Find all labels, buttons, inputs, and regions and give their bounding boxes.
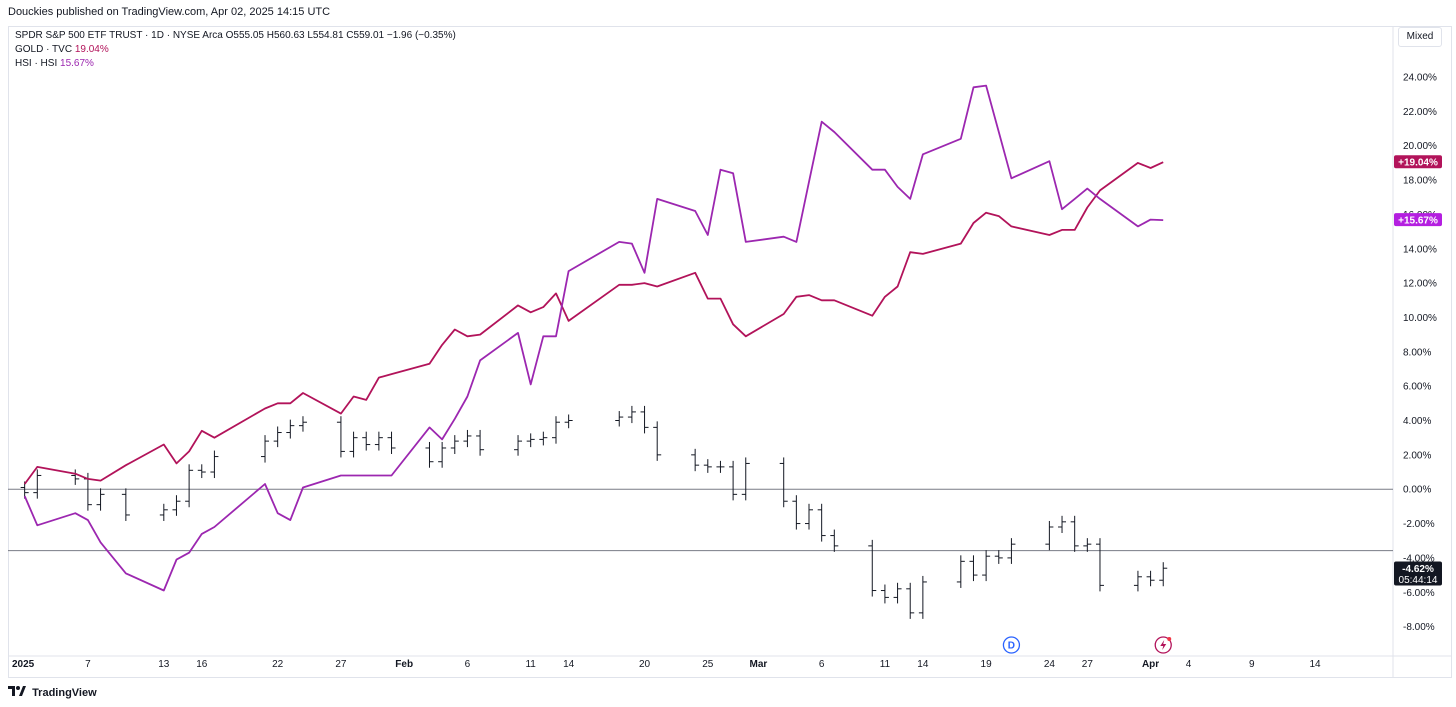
legend-gold-value: 19.04%: [74, 44, 109, 55]
tradingview-logo-icon: [8, 686, 26, 699]
footer-brand-text: TradingView: [32, 687, 97, 699]
legend-main-row[interactable]: SPDR S&P 500 ETF TRUST · 1D · NYSE Arca …: [15, 29, 456, 43]
legend-hsi-value: 15.67%: [60, 58, 94, 69]
legend-gold-name: GOLD · TVC: [15, 44, 73, 55]
footer-brand: TradingView: [8, 686, 97, 699]
top-bar: Douckies published on TradingView.com, A…: [0, 0, 1456, 26]
legend-hsi-row[interactable]: HSI · HSI 15.67%: [15, 57, 456, 71]
legend-gold-row[interactable]: GOLD · TVC 19.04%: [15, 43, 456, 57]
chart-legend: SPDR S&P 500 ETF TRUST · 1D · NYSE Arca …: [15, 29, 456, 71]
legend-hsi-name: HSI · HSI: [15, 58, 58, 69]
scale-mode-button[interactable]: Mixed: [1398, 27, 1442, 47]
legend-main-title: SPDR S&P 500 ETF TRUST · 1D · NYSE Arca: [15, 30, 223, 41]
chart-frame[interactable]: [8, 26, 1452, 678]
publisher-text: Douckies published on TradingView.com, A…: [8, 6, 331, 18]
legend-ohlc-values: O555.05 H560.63 L554.81 C559.01 −1.96 (−…: [225, 30, 456, 41]
